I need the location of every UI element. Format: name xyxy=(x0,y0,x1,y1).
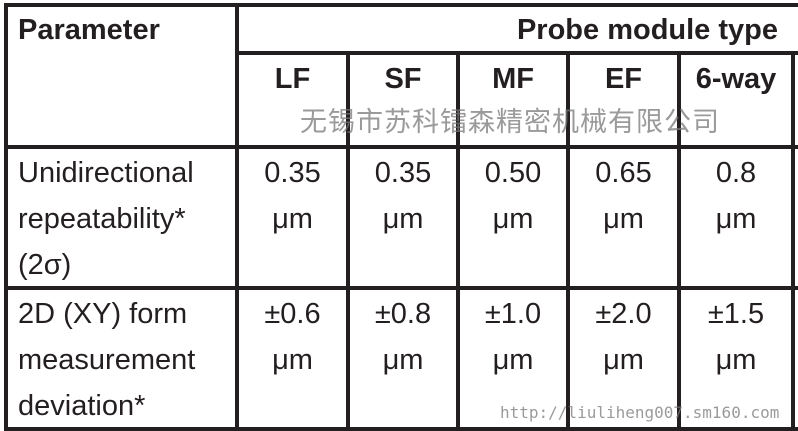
column-header-6-way: 6-way xyxy=(695,63,777,95)
label-line: repeatability* xyxy=(18,203,186,235)
value-sf: 0.35 μm xyxy=(350,150,456,242)
column-header-lf: LF xyxy=(274,63,311,95)
border-col1 xyxy=(235,3,239,431)
label-line: (2σ) xyxy=(18,249,72,281)
value: 0.8 xyxy=(715,157,757,189)
value-ef: ±2.0 μm xyxy=(570,291,677,383)
label-line: Unidirectional xyxy=(18,157,194,189)
watermark-company: 无锡市苏科镭森精密机械有限公司 xyxy=(300,107,720,138)
border-col6 xyxy=(791,51,795,431)
value-6-way: ±1.5 μm xyxy=(681,291,791,383)
label-line: measurement xyxy=(18,344,196,376)
unit: μm xyxy=(715,344,757,376)
value-mf: 0.50 μm xyxy=(460,150,566,242)
column-header-mf: MF xyxy=(492,63,534,95)
border-col3 xyxy=(456,51,460,431)
value-lf: 0.35 μm xyxy=(239,150,346,242)
row-label-repeatability: Unidirectional repeatability* (2σ) xyxy=(18,150,194,288)
unit: μm xyxy=(603,344,644,376)
value: 0.35 xyxy=(264,157,321,189)
value: 0.35 xyxy=(374,157,432,189)
border-left xyxy=(4,3,8,431)
unit: μm xyxy=(715,203,757,235)
value: ±0.8 xyxy=(374,298,432,330)
row-label-form-deviation: 2D (XY) form measurement deviation* xyxy=(18,291,195,429)
border-bottom xyxy=(4,427,798,431)
unit: μm xyxy=(382,203,424,235)
value: ±2.0 xyxy=(595,298,652,330)
unit: μm xyxy=(492,203,534,235)
value-sf: ±0.8 μm xyxy=(350,291,456,383)
watermark-url: http://liuliheng007.sm160.com xyxy=(500,403,780,422)
unit: μm xyxy=(272,203,313,235)
value: ±1.5 xyxy=(707,298,765,330)
unit: μm xyxy=(382,344,424,376)
unit: μm xyxy=(272,344,313,376)
value: 0.50 xyxy=(484,157,542,189)
border-col5 xyxy=(677,51,681,431)
border-row2 xyxy=(4,286,798,290)
border-col2 xyxy=(346,51,350,431)
value-lf: ±0.6 μm xyxy=(239,291,346,383)
border-group xyxy=(236,51,798,55)
header-probe-module-type: Probe module type xyxy=(516,14,778,46)
value-ef: 0.65 μm xyxy=(570,150,677,242)
column-header-sf: SF xyxy=(384,63,422,95)
header-parameter: Parameter xyxy=(18,14,160,46)
label-line: deviation* xyxy=(18,390,146,422)
value-mf: ±1.0 μm xyxy=(460,291,566,383)
column-header-ef: EF xyxy=(604,63,643,95)
value: ±1.0 xyxy=(484,298,542,330)
unit: μm xyxy=(603,203,644,235)
label-line: 2D (XY) form xyxy=(18,298,188,330)
value: 0.65 xyxy=(595,157,652,189)
value-6-way: 0.8 μm xyxy=(681,150,791,242)
border-row1 xyxy=(4,145,798,149)
border-col4 xyxy=(566,51,570,431)
border-top xyxy=(4,3,798,7)
value: ±0.6 xyxy=(264,298,321,330)
unit: μm xyxy=(492,344,534,376)
